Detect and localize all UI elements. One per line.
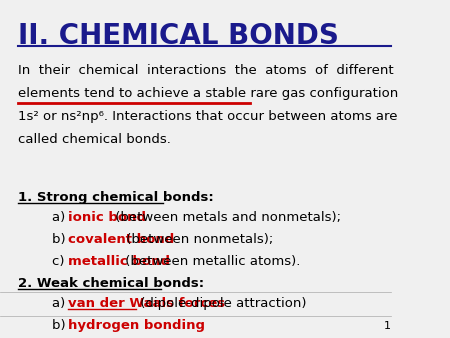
Text: elements tend to achieve a stable rare gas configuration: elements tend to achieve a stable rare g…	[18, 87, 398, 100]
Text: a): a)	[52, 211, 70, 224]
Text: II. CHEMICAL BONDS: II. CHEMICAL BONDS	[18, 22, 339, 50]
Text: 1: 1	[384, 321, 391, 331]
Text: 1s² or ns²np⁶. Interactions that occur between atoms are: 1s² or ns²np⁶. Interactions that occur b…	[18, 110, 398, 123]
Text: van der Waals forces: van der Waals forces	[68, 297, 225, 310]
Text: b): b)	[52, 233, 70, 246]
Text: metallic bond: metallic bond	[68, 255, 170, 268]
Text: (between nonmetals);: (between nonmetals);	[122, 233, 273, 246]
Text: called chemical bonds.: called chemical bonds.	[18, 133, 171, 146]
Text: hydrogen bonding: hydrogen bonding	[68, 319, 205, 332]
Text: 2. Weak chemical bonds:: 2. Weak chemical bonds:	[18, 277, 204, 290]
Text: (between metallic atoms).: (between metallic atoms).	[121, 255, 301, 268]
Text: c): c)	[52, 255, 69, 268]
Text: (dipole-dipole attraction): (dipole-dipole attraction)	[136, 297, 306, 310]
Text: covalent bond: covalent bond	[68, 233, 174, 246]
Text: (between metals and nonmetals);: (between metals and nonmetals);	[111, 211, 341, 224]
Text: b): b)	[52, 319, 70, 332]
Text: In  their  chemical  interactions  the  atoms  of  different: In their chemical interactions the atoms…	[18, 64, 394, 77]
Text: ionic bond: ionic bond	[68, 211, 146, 224]
Text: 1. Strong chemical bonds:: 1. Strong chemical bonds:	[18, 191, 214, 204]
Text: a): a)	[52, 297, 70, 310]
